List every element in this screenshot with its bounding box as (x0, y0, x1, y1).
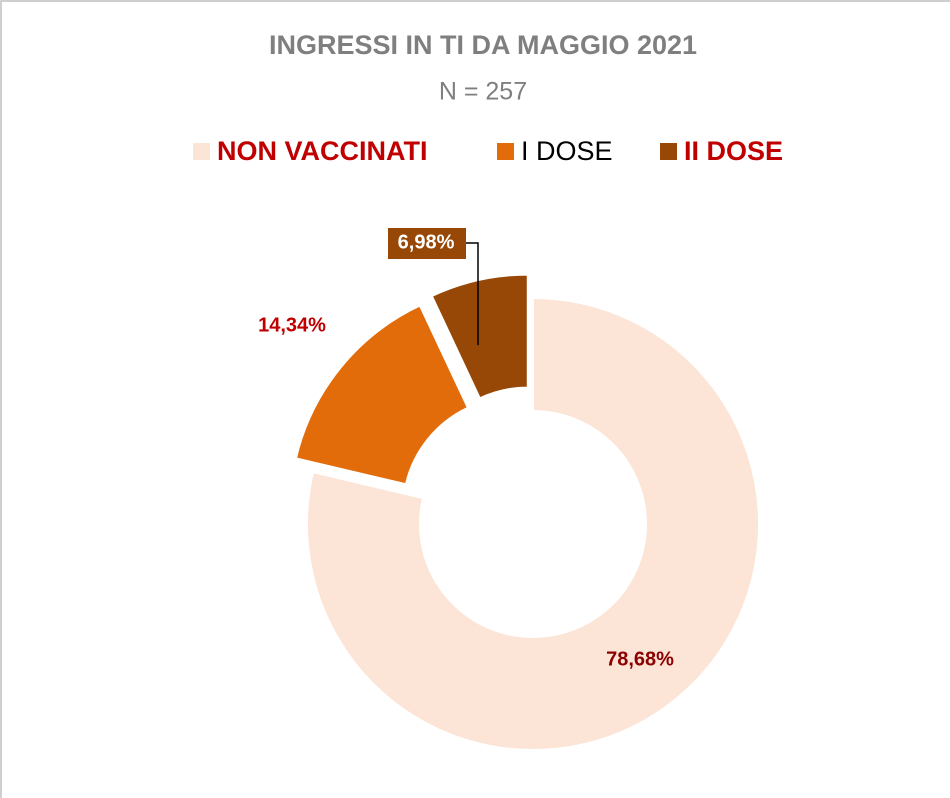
data-label: 78,68% (606, 648, 674, 670)
legend-label: NON VACCINATI (217, 136, 428, 166)
legend-swatch (660, 143, 677, 160)
chart-title: INGRESSI IN TI DA MAGGIO 2021 (269, 30, 697, 60)
data-label: 14,34% (258, 314, 326, 336)
donut-slice (294, 304, 470, 486)
legend-swatch (193, 143, 210, 160)
data-label: 6,98% (398, 231, 455, 253)
leader-line (466, 242, 479, 346)
label-box (388, 228, 466, 259)
legend-label: II DOSE (684, 136, 783, 166)
donut-slice (430, 273, 529, 400)
legend-swatch (497, 143, 514, 160)
chart-subtitle: N = 257 (439, 78, 527, 106)
donut-slice (306, 296, 760, 751)
legend-label: I DOSE (521, 136, 613, 166)
